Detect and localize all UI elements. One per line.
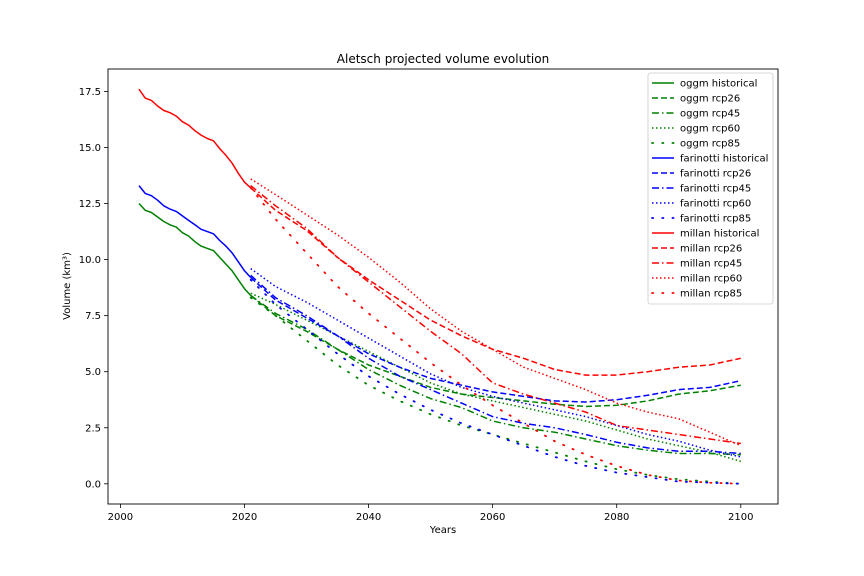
- legend-label: farinotti rcp60: [680, 199, 751, 210]
- series-line-farinotti-rcp45: [250, 274, 741, 455]
- series-layer: [138, 88, 742, 485]
- legend: oggm historical oggm rcp26 oggm rcp45 oggm …: [647, 72, 774, 305]
- y-tick-label: 7.5: [85, 311, 101, 322]
- legend-label: oggm rcp60: [680, 124, 740, 135]
- chart-title: Aletsch projected volume evolution: [337, 52, 549, 66]
- legend-label: oggm rcp45: [680, 109, 740, 120]
- y-tick-label: 12.5: [79, 199, 101, 210]
- ticks-layer: 2000 2020 2040 2060 2080 2100 0.0 2.5 5.0 7.5 10.0…: [79, 87, 754, 523]
- legend-label: millan rcp85: [680, 289, 742, 300]
- legend-label: millan historical: [680, 229, 759, 240]
- series-line-oggm-rcp45: [250, 294, 741, 456]
- series-line-oggm-rcp85: [249, 296, 742, 485]
- legend-label: oggm rcp85: [680, 139, 740, 150]
- legend-label: millan rcp60: [680, 274, 742, 285]
- legend-label: millan rcp26: [680, 244, 742, 255]
- series-line-oggm-rcp26: [250, 294, 741, 408]
- legend-label: farinotti rcp26: [680, 169, 751, 180]
- legend-label: farinotti rcp45: [680, 184, 751, 195]
- series-line-millan-historical: [138, 88, 252, 189]
- x-tick-label: 2000: [108, 512, 133, 523]
- legend-label: farinotti rcp85: [680, 214, 751, 225]
- legend-label: oggm rcp26: [680, 94, 740, 105]
- y-tick-label: 2.5: [85, 423, 101, 434]
- legend-label: millan rcp45: [680, 259, 742, 270]
- y-tick-label: 10.0: [79, 255, 101, 266]
- series-line-oggm-historical: [138, 202, 252, 297]
- legend-box: [647, 72, 774, 305]
- y-tick-label: 15.0: [79, 143, 101, 154]
- y-tick-label: 5.0: [85, 367, 101, 378]
- x-tick-label: 2040: [356, 512, 381, 523]
- plot-area-frame: [107, 68, 779, 505]
- series-line-farinotti-rcp60: [250, 267, 741, 458]
- x-tick-label: 2020: [232, 512, 257, 523]
- series-line-farinotti-historical: [138, 185, 252, 279]
- series-line-millan-rcp85: [249, 186, 742, 485]
- y-tick-label: 0.0: [85, 479, 101, 490]
- y-axis-label: Volume (km³): [62, 252, 73, 320]
- x-tick-label: 2060: [480, 512, 505, 523]
- x-tick-label: 2080: [604, 512, 629, 523]
- series-line-millan-rcp60: [250, 178, 742, 447]
- series-line-farinotti-rcp26: [250, 276, 741, 403]
- series-line-oggm-rcp60: [250, 292, 742, 463]
- series-line-farinotti-rcp85: [249, 278, 742, 485]
- x-tick-label: 2100: [728, 512, 753, 523]
- legend-label: oggm historical: [680, 79, 757, 90]
- x-axis-label: Years: [429, 525, 456, 536]
- legend-label: farinotti historical: [680, 154, 768, 165]
- y-tick-label: 17.5: [79, 87, 101, 98]
